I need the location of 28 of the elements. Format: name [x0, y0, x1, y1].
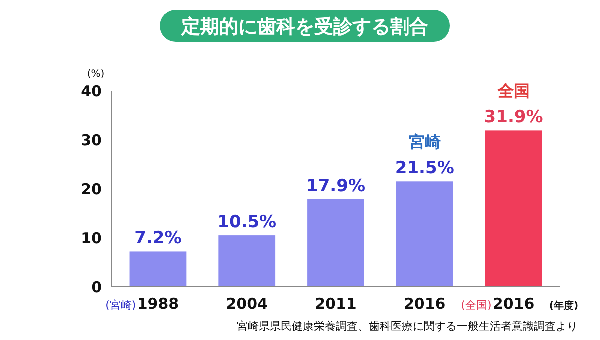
bar: [396, 182, 454, 287]
x-axis-title: (年度): [549, 300, 579, 312]
data-label: 17.9%: [306, 176, 366, 196]
bar: [485, 130, 542, 287]
data-label: 7.2%: [134, 228, 182, 249]
y-tick-label: 40: [81, 82, 102, 100]
x-tick-label: 2011: [315, 295, 357, 313]
y-tick-label: 20: [81, 180, 102, 198]
text: (全国): [461, 299, 492, 312]
x-tick-label: 2016: [404, 295, 446, 313]
y-tick-label: 0: [92, 278, 102, 296]
y-tick-label: 10: [81, 229, 102, 248]
y-axis-title: (%): [87, 69, 105, 80]
data-label: 31.9%: [484, 108, 544, 128]
data-label: 10.5%: [218, 212, 277, 233]
bar: [130, 252, 187, 287]
x-tick-label: 2004: [226, 295, 268, 313]
x-tick-label: 2016: [492, 295, 535, 313]
y-tick-label: 30: [81, 131, 102, 150]
text: (宮崎): [106, 299, 136, 312]
bar: [218, 236, 276, 287]
bar: [308, 199, 364, 287]
x-tick-label: 1988: [137, 295, 180, 313]
text: 宮崎県県民健康栄養調査、歯科医療に関する一般生活者意識調査より: [237, 320, 578, 333]
data-label: 21.5%: [395, 158, 454, 179]
chart-title: 定期的に歯科を受診する割合: [180, 16, 428, 38]
series-label: 全国: [496, 82, 530, 101]
series-label: 宮崎: [408, 132, 441, 152]
